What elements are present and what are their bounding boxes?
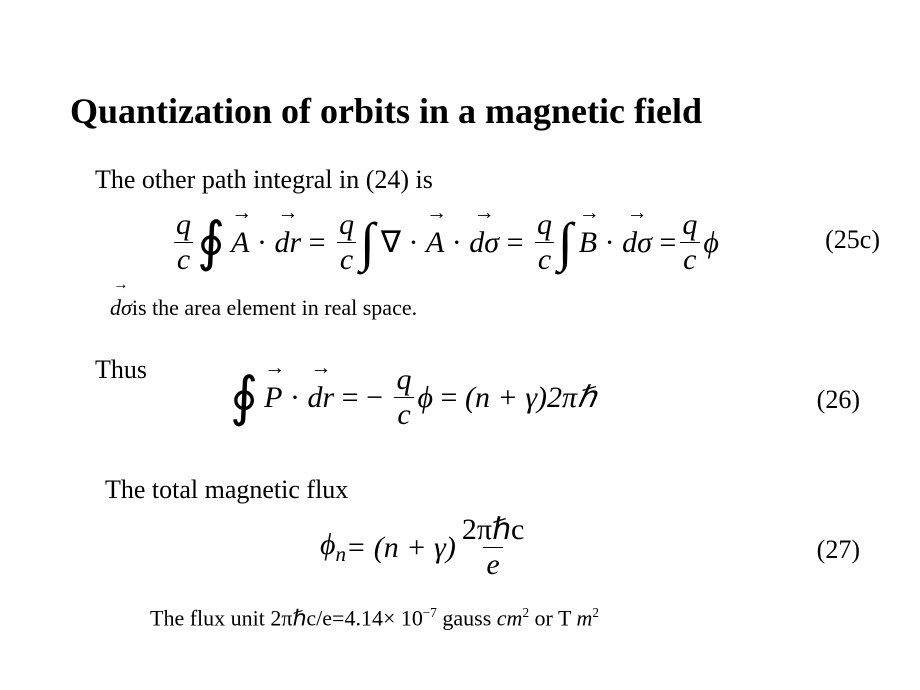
vec-A: →A	[231, 226, 249, 260]
frac-q-c-2: q c	[336, 210, 357, 275]
frac-q-c-4: q c	[679, 210, 700, 275]
flux-label: The total magnetic flux	[105, 475, 348, 505]
equals: =	[433, 381, 465, 415]
eq-mid: = (n + γ)	[346, 531, 456, 565]
slide: Quantization of orbits in a magnetic fie…	[0, 0, 920, 690]
vec-dsigma: →dσ	[469, 226, 499, 260]
frac-q-c-1: q c	[173, 210, 194, 275]
dot: ·	[444, 226, 469, 260]
oint-icon: ∮	[230, 376, 258, 419]
equation-26: ∮ →P · →dr = − q c ϕ = (n + γ)2πℏ	[230, 365, 596, 430]
int-icon: ∫	[558, 221, 573, 264]
note-dsigma: →dσ is the area element in real space.	[110, 295, 417, 321]
intro-line: The other path integral in (24) is	[95, 165, 433, 195]
equals: = −	[334, 381, 390, 415]
dot: ·	[597, 226, 622, 260]
note2-m: m	[577, 605, 593, 630]
dot: ·	[282, 381, 307, 415]
vec-A2: →A	[426, 226, 444, 260]
note2-exp: −7	[423, 605, 437, 620]
eq-number-25c: (25c)	[825, 225, 880, 255]
note2-or: or T	[529, 605, 576, 630]
c: c	[174, 242, 193, 275]
dot: ·	[249, 226, 274, 260]
vec-dr: →dr	[274, 226, 301, 260]
equals: =	[652, 226, 676, 260]
phi-n: ϕn	[320, 528, 346, 567]
note2-cm: cm	[497, 605, 523, 630]
equation-27: ϕn = (n + γ) 2πℏc e	[320, 515, 530, 580]
frac-2pihc-e: 2πℏc e	[459, 515, 527, 580]
eq-number-26: (26)	[817, 385, 860, 415]
frac-q-c-3: q c	[534, 210, 555, 275]
note2-prefix: The flux unit 2πℏc/e=4.14× 10	[150, 605, 423, 630]
note-text: is the area element in real space.	[132, 295, 417, 321]
vec-dr: →dr	[307, 381, 334, 415]
equals: =	[301, 226, 333, 260]
q: q	[173, 210, 194, 242]
nabla: ∇	[381, 225, 401, 260]
phi: ϕ	[418, 381, 434, 415]
oint-icon: ∮	[197, 221, 225, 264]
phi: ϕ	[703, 226, 719, 260]
equals: =	[499, 226, 531, 260]
page-title: Quantization of orbits in a magnetic fie…	[70, 90, 702, 132]
note2-sq2: 2	[592, 605, 599, 620]
flux-unit-note: The flux unit 2πℏc/e=4.14× 10−7 gauss cm…	[150, 605, 599, 631]
thus-label: Thus	[95, 355, 147, 385]
dot: ·	[401, 226, 426, 260]
vec-dsigma-note: →dσ	[110, 295, 132, 321]
equation-25c: q c ∮ →A · →dr = q c ∫ ∇ · →A · →dσ = q …	[170, 210, 719, 275]
vec-P: →P	[264, 381, 282, 415]
vec-B: →B	[579, 226, 597, 260]
vec-dsigma2: →dσ	[622, 226, 652, 260]
note2-mid: gauss	[437, 605, 497, 630]
frac-q-c: q c	[394, 365, 415, 430]
rhs: (n + γ)2πℏ	[465, 380, 596, 415]
eq-number-27: (27)	[817, 535, 860, 565]
int-icon: ∫	[360, 221, 375, 264]
